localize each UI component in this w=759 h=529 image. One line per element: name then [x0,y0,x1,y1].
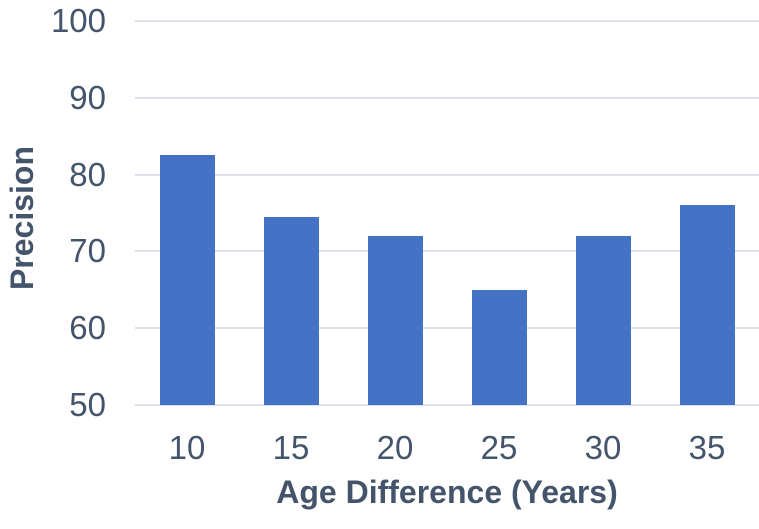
gridline [135,20,759,22]
y-tick-label: 60 [69,309,106,347]
x-tick-label: 15 [272,429,310,466]
bar-35 [679,205,735,405]
x-axis-title: Age Difference (Years) [276,474,618,510]
gridline [135,250,759,253]
y-tick-label: 80 [69,155,106,193]
x-tick-label: 35 [688,429,726,466]
gridline [135,96,759,99]
gridline [135,404,759,406]
bar-10 [159,155,215,405]
y-tick-label: 50 [69,386,106,423]
y-axis-title: Precision [4,145,40,291]
x-tick-label: 20 [376,429,414,466]
bar-20 [367,236,423,405]
y-tick-label: 100 [50,2,106,39]
x-tick-label: 10 [168,429,206,466]
y-tick-label: 90 [69,78,106,116]
y-tick-label: 70 [69,232,106,270]
x-tick-label: 30 [584,429,622,466]
gridline [135,173,759,176]
bar-30 [575,236,631,405]
bar-25 [471,289,527,405]
bar-15 [263,216,319,405]
gridline [135,327,759,330]
x-tick-label: 25 [480,429,518,466]
